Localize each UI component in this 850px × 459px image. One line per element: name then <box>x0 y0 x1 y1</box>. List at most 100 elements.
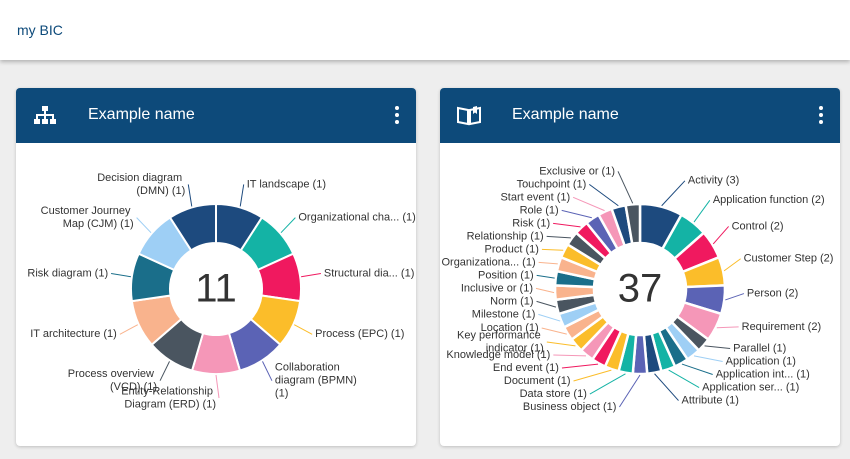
leader-line <box>239 184 245 207</box>
leader-line <box>538 313 561 322</box>
leader-line <box>561 209 592 219</box>
slice-label: Structural dia... (1) <box>324 267 414 279</box>
leader-line <box>280 217 296 234</box>
slice-label: Activity (3) <box>688 175 739 187</box>
leader-line <box>588 183 619 207</box>
card: Example name 37 Activity (3) Application f… <box>440 88 840 446</box>
slice-label: End event (1) <box>493 362 559 374</box>
leader-line <box>136 217 152 234</box>
slice-label: Exclusive or (1) <box>539 165 615 177</box>
slice-label: Business object (1) <box>523 401 617 413</box>
card-title: Example name <box>512 106 619 123</box>
leader-line <box>535 287 555 294</box>
leader-line <box>573 369 612 382</box>
donut-chart: 37 Activity (3) Application function (2) Co… <box>441 165 834 413</box>
slice-label: Process (EPC) (1) <box>315 328 404 340</box>
slice <box>624 202 642 246</box>
leader-line <box>725 293 745 301</box>
card-title: Example name <box>88 106 195 123</box>
leader-line <box>536 300 557 308</box>
leader-line <box>262 361 273 381</box>
slice-label: Risk diagram (1) <box>27 267 108 279</box>
slice-label: Decision diagram (DMN) (1) <box>97 172 185 197</box>
slice-label: Organizational cha... (1) <box>298 212 415 224</box>
leader-line <box>187 184 193 207</box>
slice-label: Attribute (1) <box>682 394 739 406</box>
slice-label: Application ser... (1) <box>702 381 799 393</box>
leader-line <box>546 341 576 347</box>
slice-label: Customer Step (2) <box>744 253 834 265</box>
leader-line <box>553 354 586 357</box>
leader-line <box>693 200 711 223</box>
leader-line <box>668 369 700 388</box>
leader-line <box>159 361 170 381</box>
menu-button[interactable] <box>818 105 824 125</box>
slice-label: Application (1) <box>726 355 796 367</box>
slice-label: Risk (1) <box>512 217 550 229</box>
book-icon <box>457 106 481 126</box>
card-header: Example name <box>440 88 840 143</box>
leader-line <box>704 345 731 350</box>
slice-label: Location (1) <box>481 322 539 334</box>
leader-line <box>618 374 641 408</box>
slice-label: Collaboration diagram (BPMN) (1) <box>275 362 360 400</box>
center-total: 37 <box>618 267 663 311</box>
menu-button[interactable] <box>394 105 400 125</box>
slice-label: Requirement (2) <box>742 321 821 333</box>
slice-label: Relationship (1) <box>467 230 544 242</box>
slice-label: Key performance indicator (1) <box>457 329 544 354</box>
slice-label: Data store (1) <box>520 388 587 400</box>
leader-line <box>561 363 599 369</box>
slice-label: Product (1) <box>484 243 538 255</box>
leader-line <box>546 235 571 239</box>
leader-line <box>712 226 729 245</box>
slice-label: Entity-Relationship Diagram (ERD) (1) <box>121 385 216 410</box>
card-header: Example name <box>16 88 416 143</box>
slice-label: Touchpoint (1) <box>517 178 587 190</box>
leader-line <box>536 274 555 279</box>
slice-label: Inclusive or (1) <box>461 282 533 294</box>
slice-label: Person (2) <box>747 287 798 299</box>
leader-line <box>589 373 626 395</box>
slice-label: Milestone (1) <box>472 308 536 320</box>
slice-label: Parallel (1) <box>733 342 786 354</box>
slice-label: Customer Journey Map (CJM) (1) <box>41 205 134 230</box>
leader-line <box>723 258 741 272</box>
slice-label: Start event (1) <box>500 191 570 203</box>
donut-chart: 11 IT landscape (1) Organizational cha... … <box>27 172 415 411</box>
slice-label: Position (1) <box>478 269 534 281</box>
leader-line <box>538 261 558 265</box>
top-bar: my BIC <box>0 0 850 60</box>
slice <box>168 202 217 252</box>
slice-label: Application function (2) <box>713 194 825 206</box>
leader-line <box>553 222 581 228</box>
leader-line <box>541 248 564 251</box>
card: Example name 11 IT landscape (1) Organizat… <box>16 88 416 446</box>
slice-label: Knowledge model (1) <box>446 349 550 361</box>
slice-label: Document (1) <box>504 375 571 387</box>
leader-line <box>617 171 634 204</box>
slice-label: IT architecture (1) <box>30 328 117 340</box>
slice-label: Control (2) <box>732 220 784 232</box>
leader-line <box>111 272 131 278</box>
diagram-icon <box>34 106 56 124</box>
leader-line <box>693 355 723 363</box>
app-title[interactable]: my BIC <box>17 22 63 38</box>
slice-label: Norm (1) <box>490 295 533 307</box>
leader-line <box>119 324 139 335</box>
leader-line <box>541 327 567 335</box>
slice-label: Application int... (1) <box>716 368 810 380</box>
leader-line <box>572 196 605 212</box>
leader-line <box>716 326 739 329</box>
slice-label: Role (1) <box>520 204 559 216</box>
slice-label: Organizationa... (1) <box>441 256 535 268</box>
leader-line <box>301 272 321 278</box>
slice-label: IT landscape (1) <box>247 178 326 190</box>
center-total: 11 <box>195 267 237 311</box>
leader-line <box>654 373 679 401</box>
leader-line <box>215 374 220 399</box>
leader-line <box>681 363 713 375</box>
leader-line <box>293 324 313 335</box>
slice-label: Process overview (VCD) (1) <box>68 368 157 393</box>
